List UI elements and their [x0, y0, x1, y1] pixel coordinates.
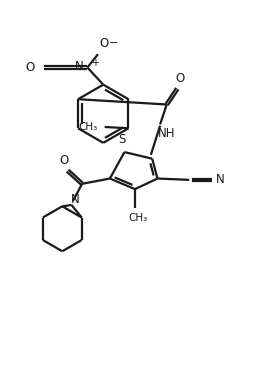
Text: N: N	[216, 173, 224, 187]
Text: N: N	[75, 59, 83, 73]
Text: O: O	[175, 72, 185, 85]
Text: O: O	[99, 37, 109, 50]
Text: N: N	[71, 193, 80, 206]
Text: S: S	[118, 133, 126, 146]
Text: O: O	[60, 154, 69, 167]
Text: CH₃: CH₃	[79, 122, 98, 132]
Text: CH₃: CH₃	[128, 214, 147, 223]
Text: NH: NH	[158, 127, 176, 141]
Text: −: −	[109, 38, 118, 48]
Text: O: O	[25, 61, 35, 74]
Text: +: +	[91, 58, 99, 69]
